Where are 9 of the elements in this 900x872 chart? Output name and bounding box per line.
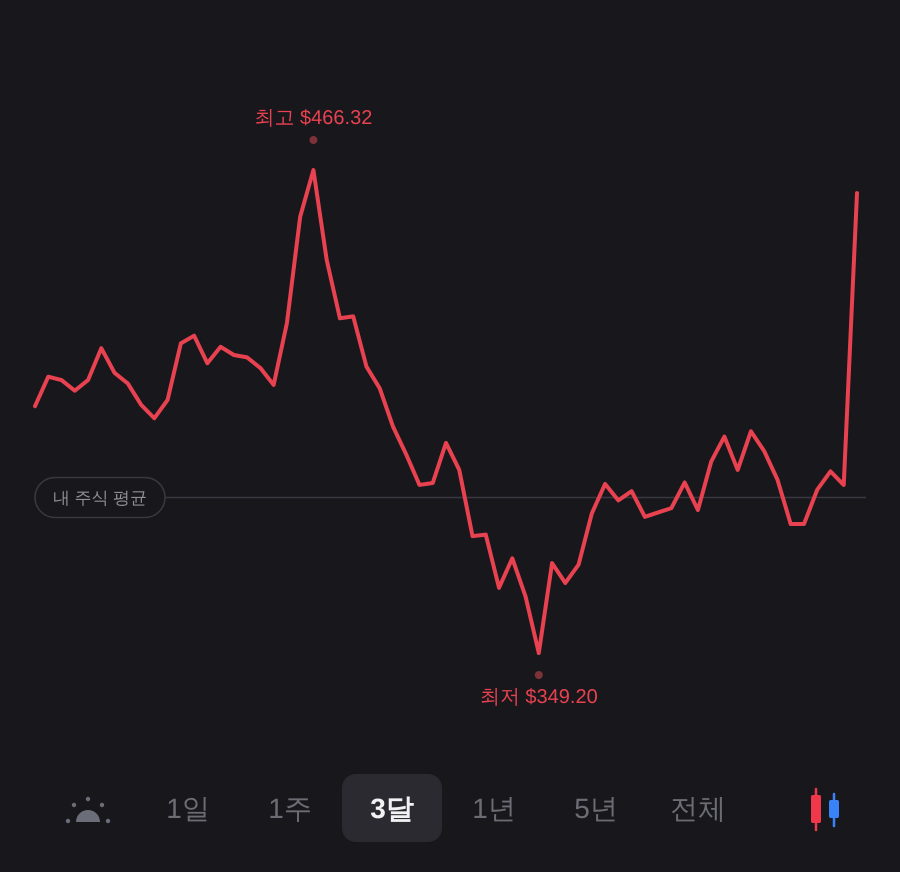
tab-label: 1년: [472, 793, 516, 824]
tab-label: 1일: [166, 793, 210, 824]
tab-label: 5년: [574, 793, 618, 824]
annotation: 최고 $466.32: [254, 107, 372, 129]
ref-line-label: 내 주식 평균: [52, 488, 148, 508]
tab-label: 3달: [370, 793, 414, 824]
tab-label: 1주: [268, 793, 312, 824]
annotation: 최저 $349.20: [480, 686, 598, 708]
tab-label: 전체: [670, 793, 726, 824]
